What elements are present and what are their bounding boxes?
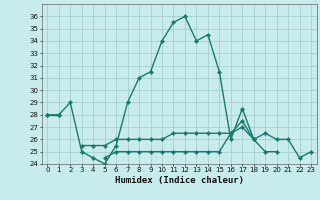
X-axis label: Humidex (Indice chaleur): Humidex (Indice chaleur) [115, 176, 244, 185]
